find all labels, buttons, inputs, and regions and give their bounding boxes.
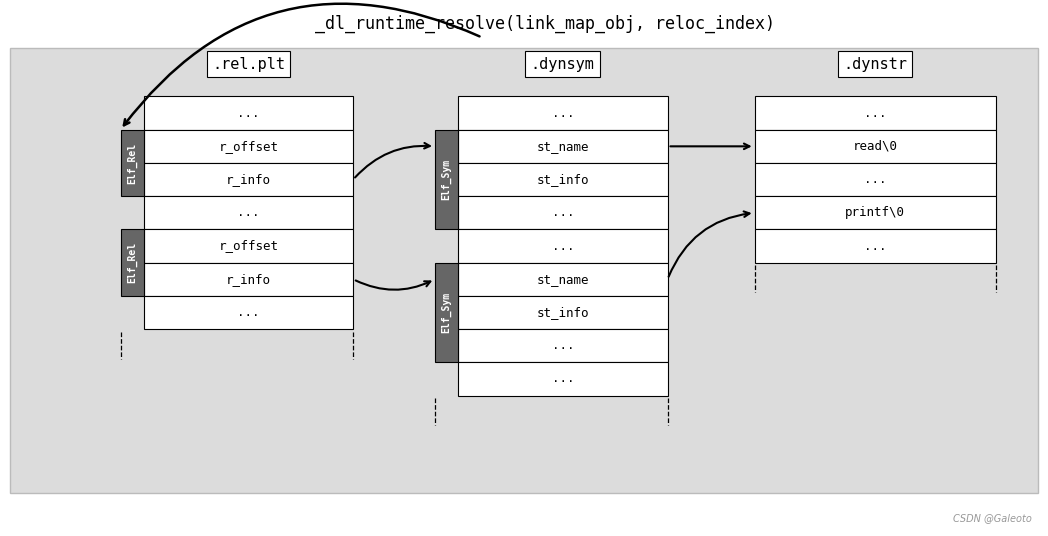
Bar — [144, 130, 353, 163]
Text: ...: ... — [551, 206, 574, 219]
Bar — [144, 96, 353, 130]
Bar — [755, 163, 996, 196]
Text: st_name: st_name — [537, 140, 589, 153]
Bar — [435, 263, 458, 362]
Bar — [458, 362, 668, 396]
Bar — [458, 96, 668, 130]
Text: .dynstr: .dynstr — [844, 57, 907, 72]
Text: read\0: read\0 — [853, 140, 897, 153]
Text: ...: ... — [551, 107, 574, 120]
Text: Elf_Rel: Elf_Rel — [127, 143, 137, 183]
Bar — [144, 196, 353, 229]
Text: .rel.plt: .rel.plt — [212, 57, 285, 72]
Text: r_offset: r_offset — [218, 240, 279, 252]
Bar — [435, 130, 458, 229]
Bar — [458, 263, 668, 296]
Bar — [458, 130, 668, 163]
Text: printf\0: printf\0 — [845, 206, 905, 219]
Bar — [10, 48, 1038, 493]
Text: st_info: st_info — [537, 173, 589, 186]
Text: Elf_Sym: Elf_Sym — [441, 159, 452, 200]
Bar — [144, 296, 353, 329]
Text: r_info: r_info — [226, 273, 270, 286]
Bar — [755, 96, 996, 130]
Text: ...: ... — [237, 107, 260, 120]
Bar — [755, 130, 996, 163]
Text: st_info: st_info — [537, 306, 589, 319]
Bar — [755, 229, 996, 263]
Text: ...: ... — [551, 339, 574, 352]
Bar — [144, 263, 353, 296]
Text: _dl_runtime_resolve(link_map_obj, reloc_index): _dl_runtime_resolve(link_map_obj, reloc_… — [315, 15, 774, 33]
Text: ...: ... — [864, 107, 887, 120]
Text: .dynsym: .dynsym — [531, 57, 594, 72]
Text: ...: ... — [551, 373, 574, 385]
Bar — [121, 229, 144, 296]
Bar — [144, 163, 353, 196]
Bar — [458, 296, 668, 329]
Bar — [458, 163, 668, 196]
Text: Elf_Sym: Elf_Sym — [441, 292, 452, 333]
Text: r_info: r_info — [226, 173, 270, 186]
Text: st_name: st_name — [537, 273, 589, 286]
Text: CSDN @Galeoto: CSDN @Galeoto — [954, 512, 1032, 523]
Bar — [458, 329, 668, 362]
Text: r_offset: r_offset — [218, 140, 279, 153]
Text: ...: ... — [551, 240, 574, 252]
Text: Elf_Rel: Elf_Rel — [127, 242, 137, 283]
Bar — [121, 130, 144, 196]
Text: ...: ... — [864, 240, 887, 252]
Bar — [458, 196, 668, 229]
Bar — [755, 196, 996, 229]
Bar — [144, 229, 353, 263]
Text: ...: ... — [237, 306, 260, 319]
Text: ...: ... — [864, 173, 887, 186]
Bar — [458, 229, 668, 263]
Text: ...: ... — [237, 206, 260, 219]
